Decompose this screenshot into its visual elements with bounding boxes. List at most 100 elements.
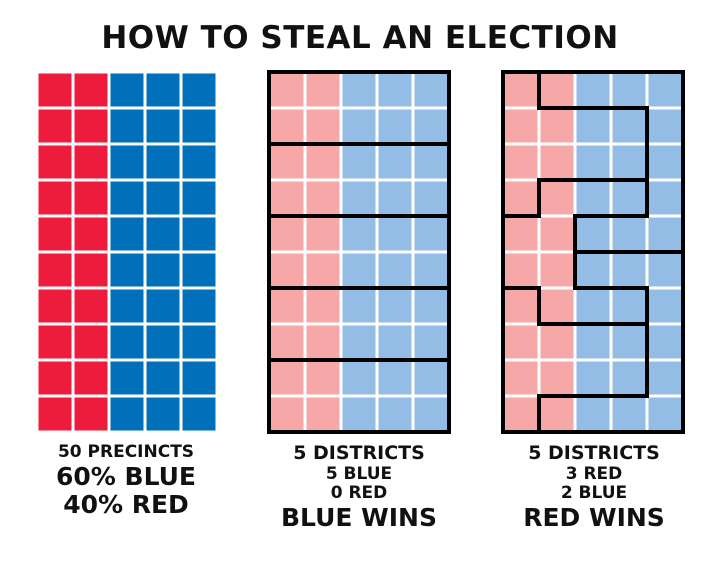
precinct-cell-red [540, 73, 574, 107]
precinct-cell-red [74, 109, 108, 143]
precinct-cell-blue [182, 325, 216, 359]
precinct-cell-red [306, 361, 340, 395]
caption-line: 2 BLUE [560, 483, 628, 504]
precinct-cell-blue [146, 73, 180, 107]
precinct-cell-blue [414, 361, 448, 395]
precinct-cell-red [306, 217, 340, 251]
precinct-cell-red [38, 289, 72, 323]
precinct-cell-blue [648, 289, 682, 323]
precinct-cell-blue [378, 253, 412, 287]
caption-line: 0 RED [330, 483, 388, 504]
precinct-cell-blue [110, 361, 144, 395]
precinct-cell-blue [612, 109, 646, 143]
precinct-cell-red [270, 289, 304, 323]
precinct-cell-blue [576, 361, 610, 395]
precinct-cell-red [38, 325, 72, 359]
precinct-cell-red [38, 109, 72, 143]
precinct-cell-blue [378, 217, 412, 251]
precinct-cell-red [306, 289, 340, 323]
precinct-cell-blue [146, 289, 180, 323]
precinct-cell-red [38, 253, 72, 287]
precinct-cell-blue [612, 289, 646, 323]
precinct-cell-blue [110, 145, 144, 179]
precinct-cell-blue [648, 325, 682, 359]
precinct-cell-red [540, 361, 574, 395]
precinct-cell-red [74, 361, 108, 395]
precinct-cell-red [306, 145, 340, 179]
precinct-cell-blue [146, 397, 180, 431]
precinct-cell-red [306, 181, 340, 215]
precinct-cell-red [540, 217, 574, 251]
precinct-cell-red [306, 397, 340, 431]
precinct-cell-red [540, 397, 574, 431]
title: HOW TO STEAL AN ELECTION [101, 20, 619, 56]
precinct-cell-red [38, 397, 72, 431]
precinct-cell-blue [182, 217, 216, 251]
precinct-cell-blue [576, 181, 610, 215]
precinct-cell-red [540, 325, 574, 359]
precinct-cell-blue [648, 253, 682, 287]
precinct-cell-red [504, 397, 538, 431]
precinct-cell-blue [110, 325, 144, 359]
precinct-cell-blue [612, 181, 646, 215]
precinct-cell-red [504, 217, 538, 251]
precinct-cell-blue [342, 325, 376, 359]
precinct-cell-red [270, 145, 304, 179]
precinct-cell-blue [342, 181, 376, 215]
precinct-cell-blue [612, 325, 646, 359]
precinct-cell-blue [612, 253, 646, 287]
precinct-cell-red [38, 217, 72, 251]
precinct-cell-blue [576, 73, 610, 107]
precinct-cell-blue [648, 73, 682, 107]
precinct-cell-blue [648, 181, 682, 215]
caption-line: 50 PRECINCTS [57, 442, 195, 462]
precinct-cell-red [504, 361, 538, 395]
precinct-cell-red [306, 109, 340, 143]
precinct-cell-red [540, 253, 574, 287]
precinct-cell-blue [182, 253, 216, 287]
precinct-cell-blue [146, 109, 180, 143]
precinct-cell-blue [342, 361, 376, 395]
precinct-cell-red [270, 325, 304, 359]
caption-precincts: 50 PRECINCTS 60% BLUE 40% RED [6, 442, 246, 520]
precinct-cell-red [38, 181, 72, 215]
caption-fair-districts: 5 DISTRICTS 5 BLUE 0 RED BLUE WINS [239, 442, 479, 533]
precinct-cell-blue [110, 253, 144, 287]
precinct-cell-blue [378, 73, 412, 107]
precinct-cell-blue [414, 145, 448, 179]
precinct-cell-blue [146, 217, 180, 251]
precinct-cell-red [270, 109, 304, 143]
precinct-cell-blue [414, 217, 448, 251]
precinct-cell-blue [648, 361, 682, 395]
precinct-cell-blue [378, 397, 412, 431]
precinct-cell-blue [576, 289, 610, 323]
precinct-cell-blue [110, 289, 144, 323]
precinct-cell-blue [414, 325, 448, 359]
precinct-cell-red [74, 289, 108, 323]
precinct-cell-red [270, 397, 304, 431]
precinct-cell-red [74, 253, 108, 287]
precinct-cell-blue [576, 253, 610, 287]
precinct-cell-blue [648, 397, 682, 431]
precinct-cell-red [74, 397, 108, 431]
precinct-cell-blue [576, 109, 610, 143]
precinct-cell-blue [648, 109, 682, 143]
precinct-cell-blue [182, 181, 216, 215]
precinct-cell-blue [378, 181, 412, 215]
caption-line: 3 RED [565, 463, 623, 484]
precinct-cell-red [540, 289, 574, 323]
precinct-cell-blue [342, 397, 376, 431]
caption-line: RED WINS [523, 502, 665, 532]
precinct-cell-red [270, 217, 304, 251]
precinct-cell-blue [146, 325, 180, 359]
precinct-cell-red [504, 181, 538, 215]
precinct-cell-blue [378, 325, 412, 359]
precinct-cell-blue [648, 145, 682, 179]
precinct-cell-blue [110, 397, 144, 431]
precinct-cell-blue [182, 73, 216, 107]
precinct-cell-blue [146, 361, 180, 395]
precinct-cell-blue [612, 397, 646, 431]
precinct-cell-blue [414, 73, 448, 107]
caption-line: BLUE WINS [281, 502, 437, 532]
